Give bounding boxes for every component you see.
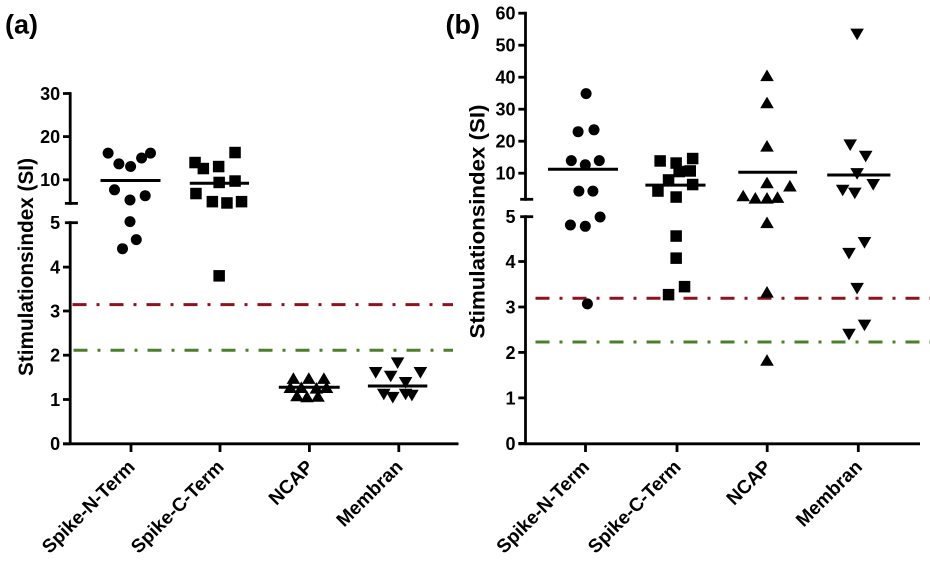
svg-text:30: 30 (495, 100, 515, 120)
svg-text:1: 1 (50, 390, 60, 410)
svg-text:4: 4 (505, 252, 515, 272)
svg-text:(a): (a) (5, 10, 38, 40)
svg-text:0: 0 (50, 434, 60, 454)
svg-text:3: 3 (505, 297, 515, 317)
svg-text:0: 0 (505, 434, 515, 454)
svg-text:50: 50 (495, 36, 515, 56)
svg-text:2: 2 (505, 343, 515, 363)
svg-text:10: 10 (40, 170, 60, 190)
svg-text:1: 1 (505, 388, 515, 408)
svg-text:Stimulationsindex (SI): Stimulationsindex (SI) (15, 158, 38, 376)
svg-text:60: 60 (495, 4, 515, 24)
svg-text:4: 4 (50, 258, 60, 278)
svg-text:40: 40 (495, 68, 515, 88)
svg-text:5: 5 (50, 213, 60, 233)
svg-text:20: 20 (40, 127, 60, 147)
svg-text:30: 30 (40, 84, 60, 104)
svg-text:2: 2 (50, 346, 60, 366)
svg-text:(b): (b) (446, 10, 480, 40)
svg-text:3: 3 (50, 301, 60, 321)
svg-text:20: 20 (495, 132, 515, 152)
svg-text:Stimulationsindex (SI): Stimulationsindex (SI) (467, 105, 490, 339)
svg-text:10: 10 (495, 164, 515, 184)
svg-text:5: 5 (505, 207, 515, 227)
